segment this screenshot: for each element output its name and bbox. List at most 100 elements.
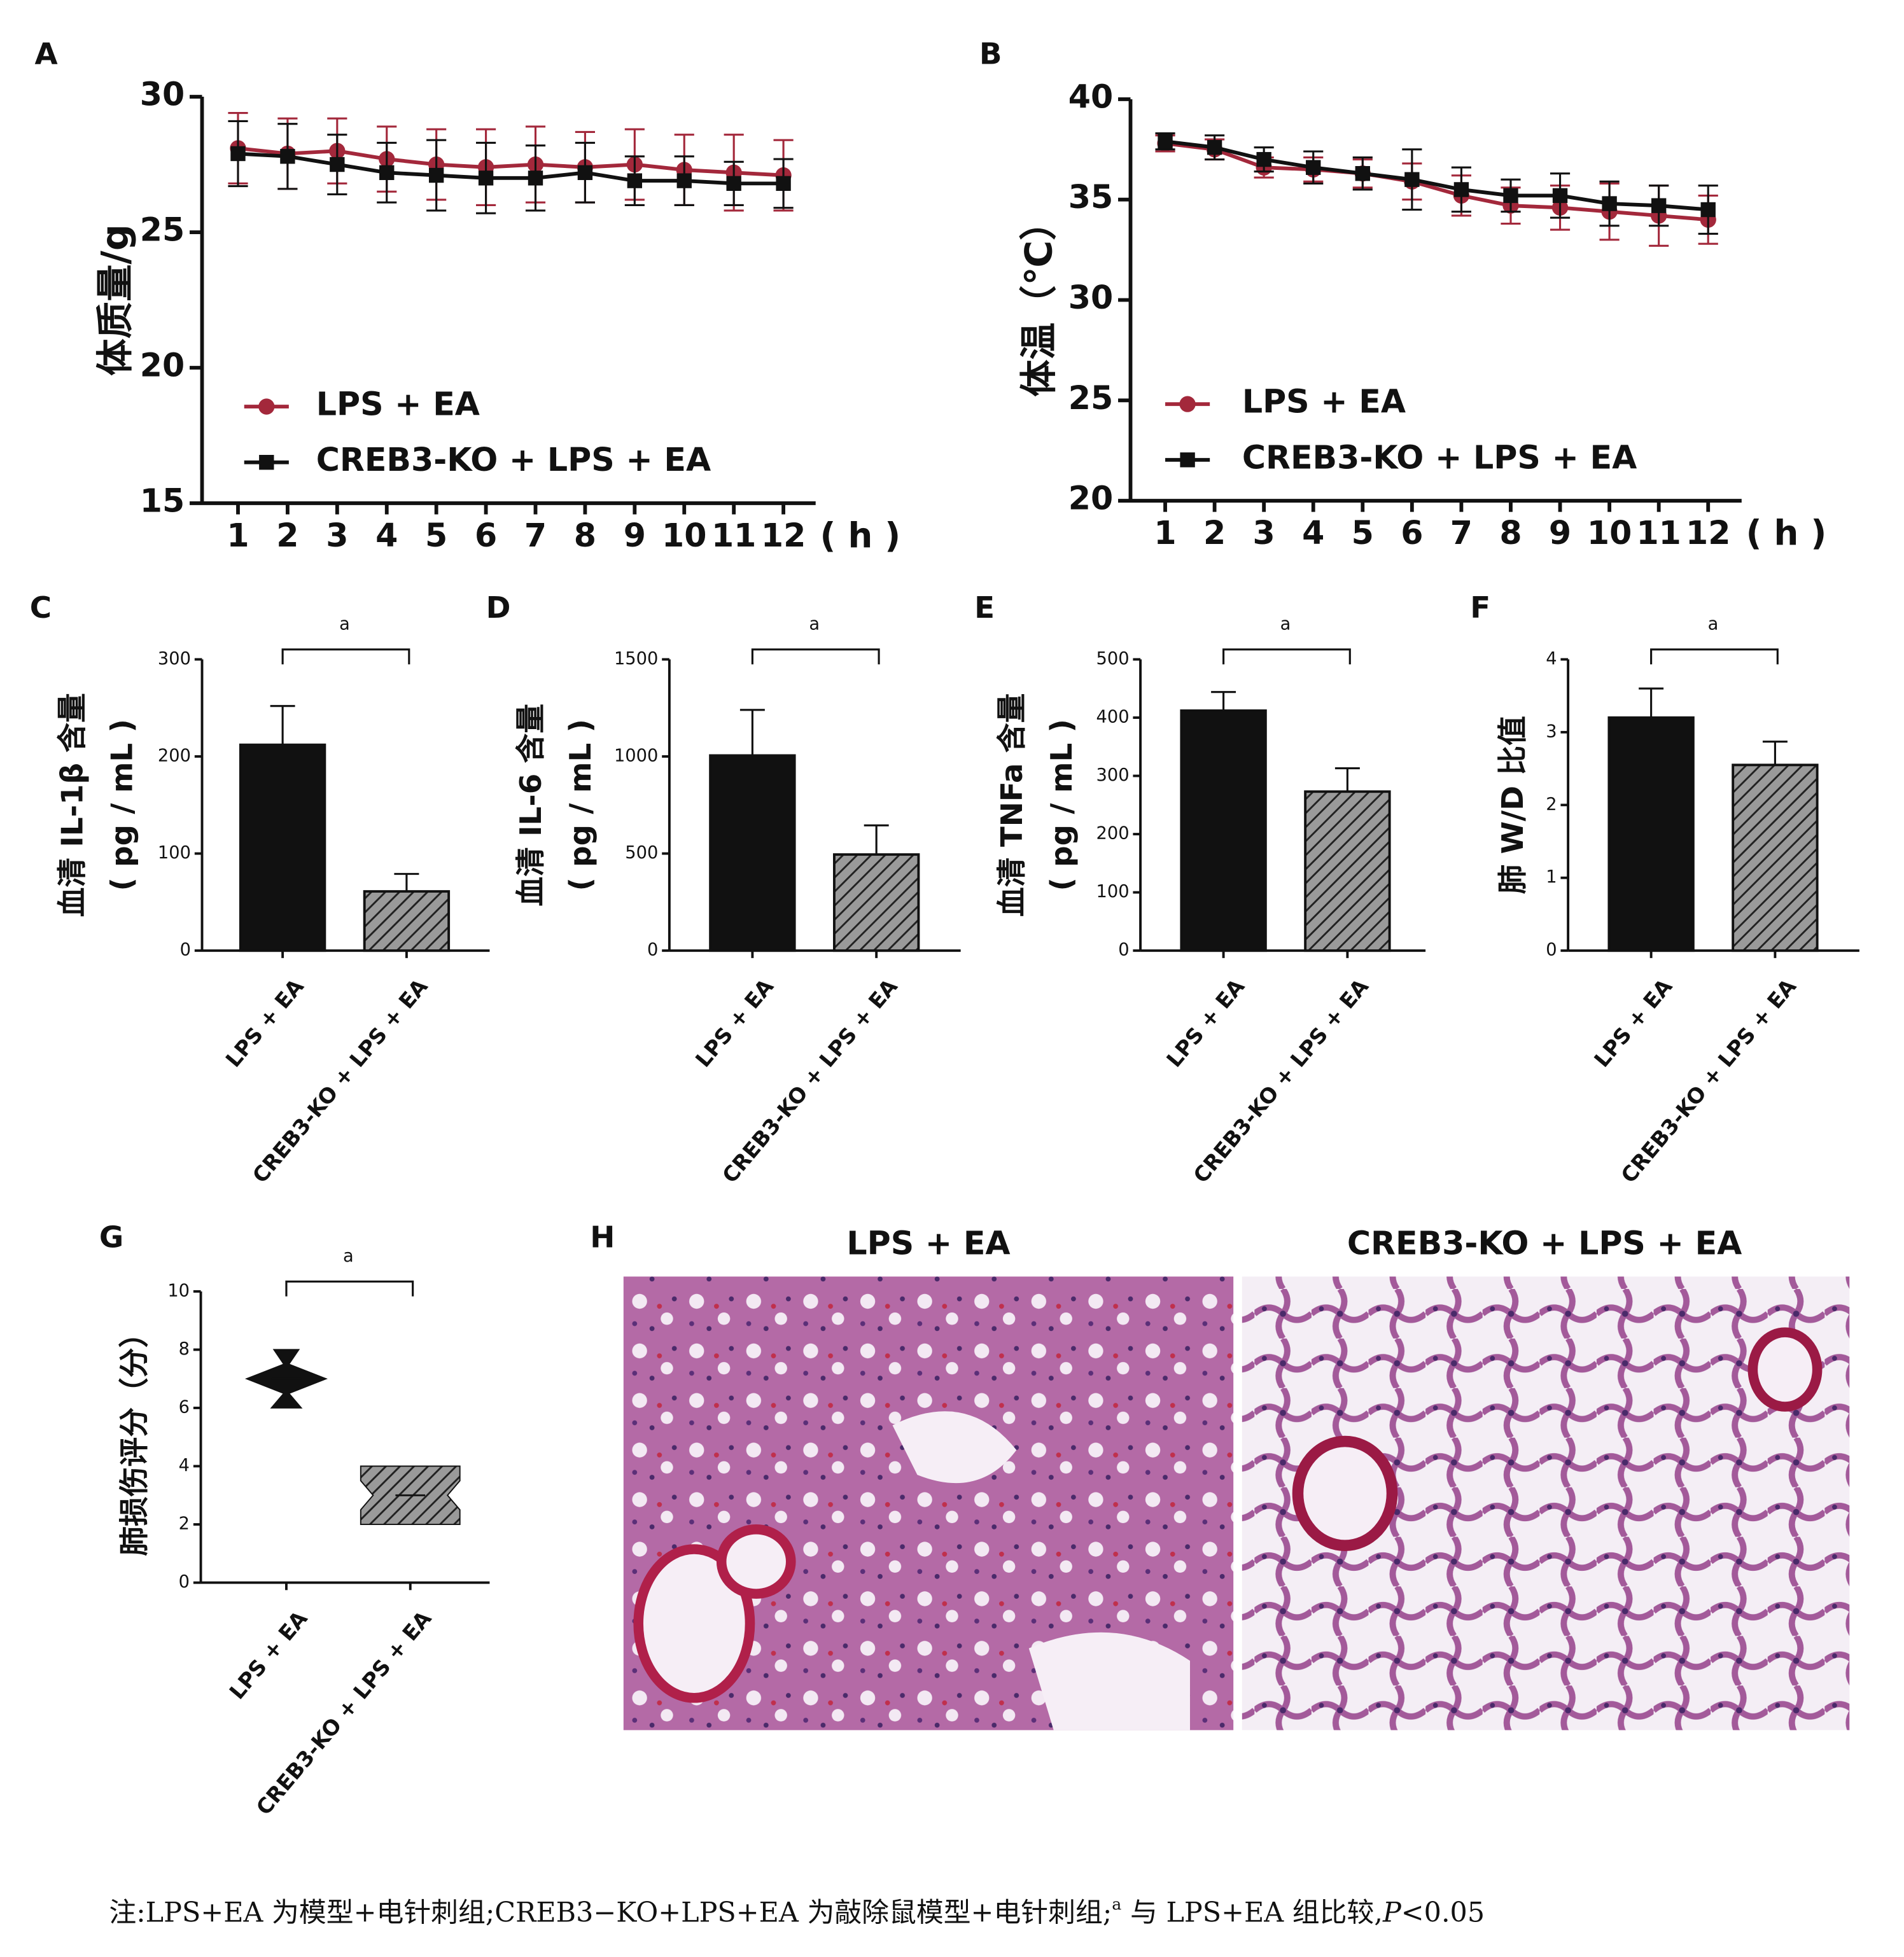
y-tick-label: 0 bbox=[1118, 940, 1129, 960]
y-tick-label: 20 bbox=[140, 347, 185, 384]
point bbox=[1306, 160, 1321, 175]
bar bbox=[709, 754, 796, 952]
histology-bronchiole bbox=[1292, 1435, 1398, 1551]
legend-label: LPS + EA bbox=[316, 386, 480, 423]
significance-bracket bbox=[281, 648, 410, 665]
y-axis-label: ( pg / mL ) bbox=[564, 719, 598, 891]
point bbox=[776, 176, 791, 192]
x-tick-label: 3 bbox=[1253, 514, 1275, 552]
x-tick-label: LPS + EA bbox=[225, 1606, 312, 1704]
y-tick-label: 8 bbox=[179, 1339, 190, 1359]
x-tick-label: 7 bbox=[1450, 514, 1473, 552]
error-bar bbox=[1762, 741, 1788, 765]
significance-label: a bbox=[339, 614, 350, 634]
bar bbox=[833, 853, 920, 952]
x-tick-label: 9 bbox=[624, 517, 646, 554]
legend-marker bbox=[258, 398, 275, 415]
y-tick-label: 15 bbox=[140, 482, 185, 519]
y-axis-label: ( pg / mL ) bbox=[105, 719, 139, 891]
legend-marker bbox=[1179, 396, 1196, 412]
y-tick-label: 1500 bbox=[614, 649, 658, 669]
y-tick-label: 2 bbox=[1546, 795, 1557, 814]
significance-bracket bbox=[285, 1280, 414, 1297]
x-tick-label: 6 bbox=[1401, 514, 1423, 552]
note-text: 注:LPS+EA 为模型+电针刺组;CREB3−KO+LPS+EA 为敲除鼠模型… bbox=[109, 1897, 1112, 1929]
error-bar bbox=[1211, 691, 1236, 711]
x-tick-label: 4 bbox=[375, 517, 398, 554]
point bbox=[230, 146, 246, 162]
x-tick-label: 8 bbox=[1499, 514, 1522, 552]
x-tick-label: 2 bbox=[1203, 514, 1226, 552]
error-bar bbox=[864, 824, 889, 855]
series-line bbox=[237, 151, 784, 186]
image-title: LPS + EA bbox=[846, 1224, 1010, 1262]
note-text: a bbox=[1112, 1895, 1121, 1914]
point bbox=[726, 176, 741, 192]
point bbox=[1503, 188, 1518, 204]
y-tick-label: 40 bbox=[1068, 78, 1113, 115]
bar bbox=[1180, 709, 1267, 952]
x-tick-label: 8 bbox=[574, 517, 596, 554]
bar bbox=[239, 743, 326, 952]
error-bar bbox=[394, 873, 419, 892]
x-tick-label: 6 bbox=[475, 517, 497, 554]
point bbox=[577, 165, 593, 181]
y-tick-label: 200 bbox=[158, 746, 191, 765]
x-tick-label: 10 bbox=[662, 517, 706, 554]
y-tick-label: 35 bbox=[1068, 178, 1113, 216]
point bbox=[676, 173, 692, 188]
y-tick-label: 200 bbox=[1096, 824, 1130, 844]
y-axis-label: 体温（℃） bbox=[1017, 203, 1060, 396]
bar bbox=[1304, 790, 1391, 952]
x-tick-label: 1 bbox=[1154, 514, 1176, 552]
panel-letter: E bbox=[974, 591, 995, 625]
significance-label: a bbox=[809, 614, 820, 634]
y-tick-label: 500 bbox=[625, 843, 658, 863]
y-tick-label: 3 bbox=[1546, 721, 1557, 741]
bar bbox=[1607, 716, 1695, 952]
histology-bronchiole bbox=[716, 1524, 796, 1599]
y-tick-label: 25 bbox=[1068, 379, 1113, 417]
y-tick-label: 25 bbox=[140, 211, 185, 249]
x-tick-label: 12 bbox=[761, 517, 806, 554]
significance-label: a bbox=[343, 1246, 354, 1266]
point bbox=[1158, 134, 1173, 149]
y-axis-label: 血清 IL-1β 含量 bbox=[55, 693, 90, 917]
x-tick-label: LPS + EA bbox=[1589, 974, 1677, 1072]
panel-letter: H bbox=[590, 1221, 615, 1255]
point bbox=[1453, 182, 1469, 197]
series-line bbox=[1165, 141, 1709, 222]
y-tick-label: 1 bbox=[1546, 867, 1557, 887]
y-tick-label: 0 bbox=[1546, 940, 1557, 960]
y-axis-label: 体质量/g bbox=[94, 224, 137, 375]
y-axis-label: ( pg / mL ) bbox=[1045, 719, 1079, 891]
y-tick-label: 500 bbox=[1096, 649, 1130, 669]
x-tick-label: 11 bbox=[711, 517, 756, 554]
x-tick-label: 5 bbox=[1352, 514, 1374, 552]
x-tick-label: 9 bbox=[1549, 514, 1571, 552]
point bbox=[1552, 188, 1568, 204]
y-tick-label: 300 bbox=[1096, 765, 1130, 785]
panel-letter: D bbox=[486, 591, 511, 625]
y-tick-label: 6 bbox=[179, 1397, 190, 1417]
panel-letter: B bbox=[979, 37, 1002, 71]
legend-marker bbox=[259, 455, 274, 470]
point bbox=[280, 149, 295, 164]
legend-label: CREB3-KO + LPS + EA bbox=[1242, 438, 1637, 476]
y-axis-label: 肺损伤评分（分） bbox=[118, 1318, 152, 1556]
y-tick-label: 0 bbox=[179, 1572, 190, 1592]
y-tick-label: 30 bbox=[1068, 279, 1113, 316]
x-tick-label: LPS + EA bbox=[221, 974, 309, 1072]
x-axis-label: ( h ) bbox=[1746, 513, 1827, 554]
significance-label: a bbox=[1708, 614, 1719, 634]
legend-label: LPS + EA bbox=[1242, 383, 1406, 421]
series-line bbox=[237, 146, 784, 178]
x-tick-label: 11 bbox=[1636, 514, 1681, 552]
y-axis-label: 肺 W/D 比值 bbox=[1496, 716, 1530, 894]
error-bar bbox=[1639, 687, 1664, 718]
note-text: <0.05 bbox=[1401, 1897, 1485, 1929]
y-tick-label: 100 bbox=[158, 843, 191, 863]
point bbox=[1651, 198, 1667, 213]
point bbox=[1602, 196, 1617, 211]
